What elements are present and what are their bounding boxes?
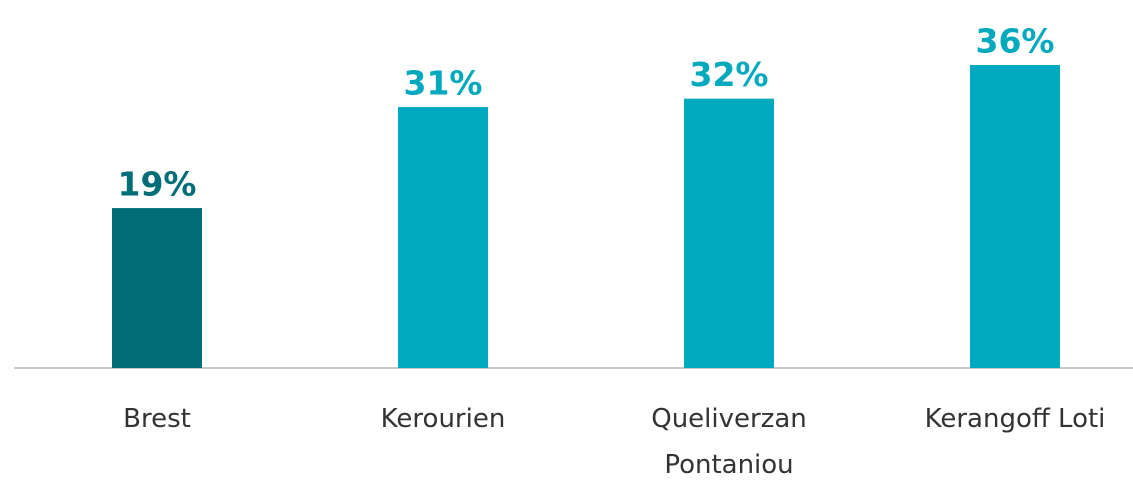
- x-tick-label: Kerourien: [380, 404, 506, 434]
- bar: [684, 98, 774, 369]
- x-tick-label: Kerangoff Loti: [924, 404, 1106, 434]
- bar: [112, 208, 202, 368]
- value-label: 19%: [118, 165, 197, 204]
- x-tick-label: Brest: [123, 404, 191, 434]
- value-label: 36%: [976, 22, 1055, 61]
- x-tick-label: Queliverzan Pontaniou: [651, 404, 807, 480]
- value-label: 31%: [404, 64, 483, 103]
- bar: [398, 107, 488, 368]
- bar: [970, 65, 1060, 368]
- value-label: 32%: [690, 55, 769, 94]
